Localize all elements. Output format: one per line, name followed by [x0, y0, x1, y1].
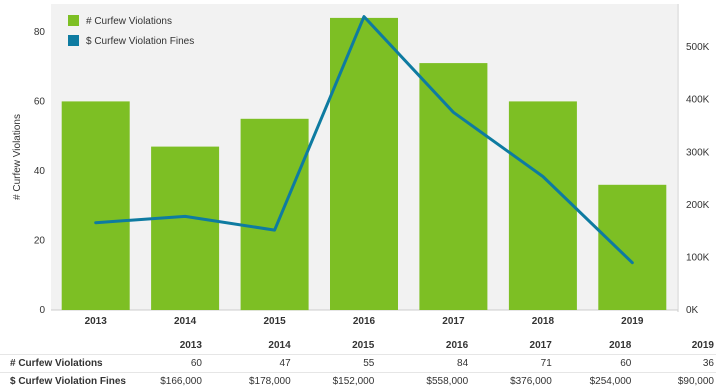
x-tick-label: 2017 [442, 316, 465, 327]
table-header-cell: 2019 [633, 337, 716, 355]
table-cell: 36 [633, 355, 716, 373]
y2-tick-label: 200K [686, 200, 710, 211]
bar-2019 [598, 185, 666, 310]
y-tick-label: 20 [34, 236, 46, 247]
bar-2015 [241, 119, 309, 310]
y2-tick-label: 0K [686, 305, 699, 316]
table-header-cell: 2014 [204, 337, 293, 355]
table-cell: 60 [554, 355, 634, 373]
bar-2017 [419, 63, 487, 310]
table-cell: 55 [293, 355, 377, 373]
bar-2014 [151, 147, 219, 310]
table-cell: $178,000 [204, 373, 293, 390]
table-cell: $558,000 [376, 373, 470, 390]
y-tick-label: 40 [34, 166, 46, 177]
x-tick-label: 2015 [263, 316, 286, 327]
table-header-cell: 2018 [554, 337, 634, 355]
y2-tick-label: 300K [686, 147, 710, 158]
legend-swatch-bars [68, 15, 79, 26]
table-row-fines: $ Curfew Violation Fines $166,000 $178,0… [0, 373, 716, 390]
table-row-violations: # Curfew Violations 60 47 55 84 71 60 36 [0, 355, 716, 373]
combo-chart: # Curfew Violations 2013 2014 2015 2016 2017… [0, 0, 716, 330]
y2-tick-label: 100K [686, 252, 710, 263]
x-tick-label: 2014 [174, 316, 197, 327]
y-tick-label: 0 [39, 305, 45, 316]
table-row-label: $ Curfew Violation Fines [0, 373, 128, 390]
table-cell: 60 [128, 355, 203, 373]
bar-2016 [330, 18, 398, 310]
table-cell: 84 [376, 355, 470, 373]
legend-label-line: $ Curfew Violation Fines [86, 36, 194, 47]
table-header-cell [0, 337, 128, 355]
legend-label-bars: # Curfew Violations [86, 16, 172, 27]
table-header-cell: 2015 [293, 337, 377, 355]
table-cell: $152,000 [293, 373, 377, 390]
y-tick-label: 60 [34, 96, 46, 107]
table-cell: $90,000 [633, 373, 716, 390]
y-axis-label: # Curfew Violations [12, 114, 23, 200]
data-table: 2013 2014 2015 2016 2017 2018 2019 # Cur… [0, 337, 716, 390]
table-cell: 71 [470, 355, 554, 373]
y-tick-label: 80 [34, 27, 46, 38]
x-tick-label: 2019 [621, 316, 644, 327]
table-header-cell: 2013 [128, 337, 203, 355]
x-tick-label: 2018 [532, 316, 555, 327]
legend-swatch-line [68, 35, 79, 46]
bar-2018 [509, 101, 577, 310]
table-cell: $254,000 [554, 373, 634, 390]
table-cell: 47 [204, 355, 293, 373]
table-cell: $166,000 [128, 373, 203, 390]
y2-tick-label: 500K [686, 42, 710, 53]
x-tick-label: 2016 [353, 316, 376, 327]
table-header-row: 2013 2014 2015 2016 2017 2018 2019 [0, 337, 716, 355]
x-tick-label: 2013 [85, 316, 108, 327]
y2-tick-label: 400K [686, 95, 710, 106]
bar-2013 [62, 101, 130, 310]
table-cell: $376,000 [470, 373, 554, 390]
table-row-label: # Curfew Violations [0, 355, 128, 373]
table-header-cell: 2016 [376, 337, 470, 355]
table-header-cell: 2017 [470, 337, 554, 355]
